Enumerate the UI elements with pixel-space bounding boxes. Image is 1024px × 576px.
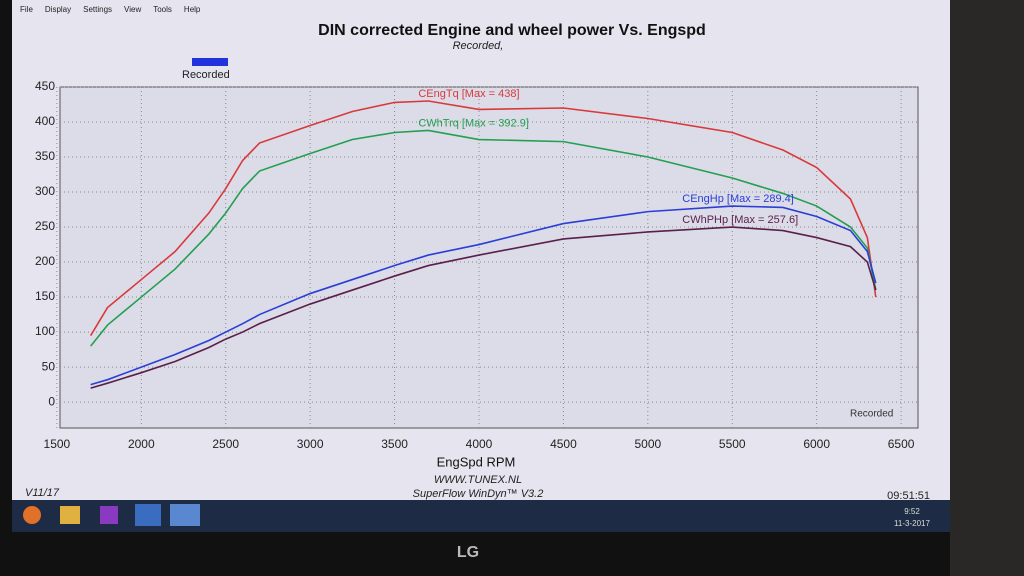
x-tick-label: 1500 — [44, 437, 71, 451]
y-tick-label: 200 — [35, 254, 55, 268]
x-tick-label: 3500 — [381, 437, 408, 451]
taskbar — [12, 500, 950, 532]
folder-icon[interactable] — [60, 506, 80, 524]
x-axis-label: EngSpd RPM — [437, 454, 516, 469]
menu-item[interactable]: Help — [184, 5, 201, 14]
x-tick-label: 5500 — [719, 437, 746, 451]
series-annotation: CEngTq [Max = 438] — [418, 88, 519, 100]
app-icon[interactable] — [170, 504, 200, 526]
browser-icon[interactable] — [23, 506, 41, 524]
taskbar-date: 11-3-2017 — [894, 519, 930, 528]
series-line — [89, 100, 877, 336]
y-tick-label: 0 — [48, 394, 55, 408]
y-tick-label: 50 — [42, 359, 56, 373]
series-line — [90, 129, 877, 347]
menu-item[interactable]: File — [20, 5, 33, 14]
monitor-brand: LG — [457, 544, 479, 561]
series-annotation: CWhPHp [Max = 257.6] — [682, 214, 798, 226]
x-tick-label: 4500 — [550, 437, 577, 451]
series-line — [90, 205, 877, 386]
series-line — [90, 226, 877, 389]
footer-software: SuperFlow WinDyn™ V3.2 — [413, 488, 544, 500]
x-tick-label: 4000 — [466, 437, 493, 451]
y-tick-label: 400 — [35, 114, 55, 128]
menu-item[interactable]: Tools — [153, 5, 172, 14]
app-icon[interactable] — [100, 506, 118, 524]
legend-label: Recorded — [182, 69, 230, 81]
footer-site: WWW.TUNEX.NL — [434, 474, 522, 486]
y-tick-label: 450 — [35, 79, 55, 93]
y-tick-label: 350 — [35, 149, 55, 163]
y-tick-label: 150 — [35, 289, 55, 303]
menu-item[interactable]: View — [124, 5, 141, 14]
chart-subtitle: Recorded, — [453, 40, 504, 52]
app-icon[interactable] — [135, 504, 161, 526]
footer-clock: 09:51:51 — [887, 490, 930, 502]
menu-item[interactable]: Settings — [83, 5, 112, 14]
x-tick-label: 3000 — [297, 437, 324, 451]
footer-left: V11/17 — [25, 487, 60, 499]
y-tick-label: 250 — [35, 219, 55, 233]
x-tick-label: 6000 — [803, 437, 830, 451]
chart-title: DIN corrected Engine and wheel power Vs.… — [318, 22, 706, 39]
series-annotation: CWhTrq [Max = 392.9] — [418, 117, 529, 129]
end-label: Recorded — [850, 409, 893, 420]
x-tick-label: 6500 — [888, 437, 915, 451]
menu-item[interactable]: Display — [45, 5, 71, 14]
background — [950, 0, 1024, 576]
y-tick-label: 300 — [35, 184, 55, 198]
taskbar-icons — [23, 504, 200, 526]
x-tick-label: 2000 — [128, 437, 155, 451]
x-tick-label: 5000 — [634, 437, 661, 451]
plot-area — [59, 86, 919, 429]
legend-swatch — [192, 58, 228, 66]
y-tick-label: 100 — [35, 324, 55, 338]
x-tick-label: 2500 — [212, 437, 239, 451]
series-annotation: CEngHp [Max = 289.4] — [682, 193, 794, 205]
taskbar-time: 9:52 — [904, 507, 920, 516]
